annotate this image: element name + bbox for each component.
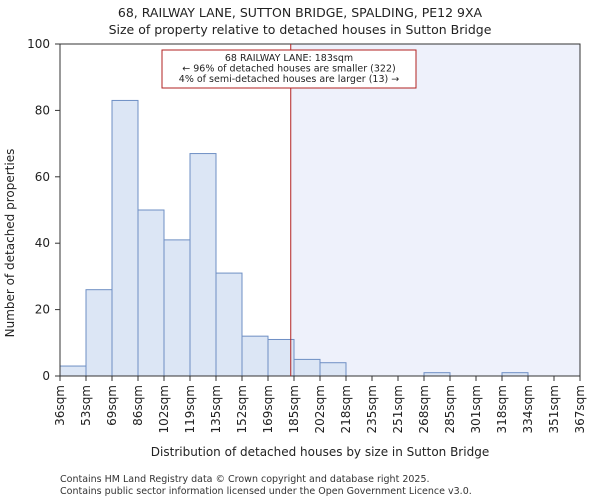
chart-title-line2: Size of property relative to detached ho… [109, 22, 492, 37]
x-tick-label-268sqm: 268sqm [417, 385, 431, 433]
x-tick-label-218sqm: 218sqm [339, 385, 353, 433]
annotation-line-1: 68 RAILWAY LANE: 183sqm [225, 53, 353, 64]
x-tick-label-36sqm: 36sqm [53, 385, 67, 426]
x-tick-label-119sqm: 119sqm [183, 385, 197, 433]
bar-202sqm [319, 362, 347, 377]
x-tick-label-86sqm: 86sqm [131, 385, 145, 426]
y-tick-label-80: 80 [35, 103, 50, 117]
footer-line-1: Contains HM Land Registry data © Crown c… [60, 474, 430, 485]
x-tick-label-152sqm: 152sqm [235, 385, 249, 433]
x-tick-label-367sqm: 367sqm [573, 385, 587, 433]
annotation-box-frame [161, 49, 417, 89]
y-tick-label-40: 40 [35, 236, 50, 250]
x-tick-label-185sqm: 185sqm [287, 385, 301, 433]
x-tick-label-135sqm: 135sqm [209, 385, 223, 433]
y-tick-label-60: 60 [35, 170, 50, 184]
x-tick-label-301sqm: 301sqm [469, 385, 483, 433]
y-tick-label-100: 100 [27, 37, 50, 51]
bars-group [59, 99, 529, 377]
bar-102sqm [163, 239, 191, 377]
bar-135sqm [215, 272, 243, 377]
y-axis-ticks: 0 20 40 60 80 100 [27, 37, 60, 383]
annotation-line-3: 4% of semi-detached houses are larger (1… [179, 74, 399, 85]
y-axis-label: Number of detached properties [3, 149, 17, 338]
x-tick-label-69sqm: 69sqm [105, 385, 119, 426]
x-tick-label-102sqm: 102sqm [157, 385, 171, 433]
bar-86sqm [137, 209, 165, 377]
annotation-box: 68 RAILWAY LANE: 183sqm ← 96% of detache… [161, 49, 417, 89]
bar-69sqm [111, 99, 139, 377]
y-tick-label-20: 20 [35, 303, 50, 317]
annotation-line-2: ← 96% of detached houses are smaller (32… [182, 64, 395, 75]
bar-169sqm [267, 338, 295, 377]
bar-119sqm [189, 153, 217, 377]
x-tick-label-351sqm: 351sqm [547, 385, 561, 433]
x-tick-label-285sqm: 285sqm [443, 385, 457, 433]
x-tick-label-235sqm: 235sqm [365, 385, 379, 433]
bar-185sqm [293, 358, 321, 377]
bar-53sqm [85, 289, 113, 377]
chart-title-line1: 68, RAILWAY LANE, SUTTON BRIDGE, SPALDIN… [118, 5, 483, 20]
x-tick-label-318sqm: 318sqm [495, 385, 509, 433]
x-tick-label-53sqm: 53sqm [79, 385, 93, 426]
bar-36sqm [59, 365, 87, 377]
x-tick-label-251sqm: 251sqm [391, 385, 405, 433]
larger-region-shade [290, 44, 580, 376]
x-tick-label-202sqm: 202sqm [313, 385, 327, 433]
bar-152sqm [241, 335, 269, 377]
x-tick-label-334sqm: 334sqm [521, 385, 535, 433]
y-tick-label-0: 0 [42, 369, 50, 383]
x-axis-ticks: 36sqm 53sqm 69sqm 86sqm 102sqm 119sqm 135sqm 15… [53, 376, 587, 433]
x-axis-label: Distribution of detached houses by size … [151, 445, 489, 459]
footer-line-2: Contains public sector information licen… [60, 486, 472, 497]
x-tick-label-169sqm: 169sqm [261, 385, 275, 433]
